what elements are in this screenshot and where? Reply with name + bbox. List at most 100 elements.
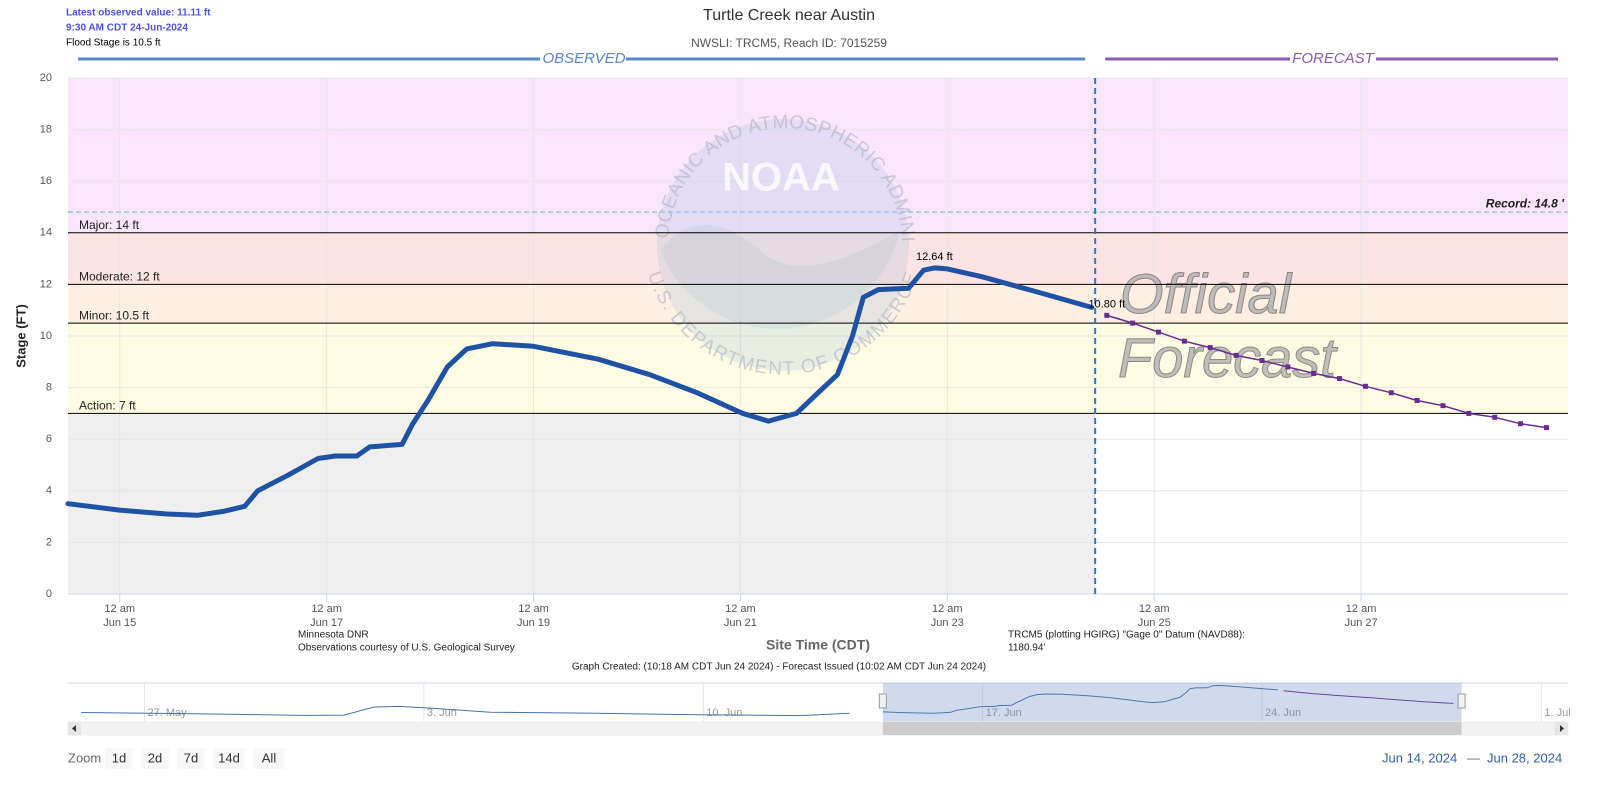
arrow-icon xyxy=(72,725,76,732)
forecast-point xyxy=(1130,320,1136,326)
threshold-label: Action: 7 ft xyxy=(79,399,136,413)
annotation: 12.64 ft xyxy=(916,251,953,263)
forecast-point xyxy=(1311,370,1317,376)
datum: 1180.94' xyxy=(1008,643,1045,654)
forecast-point xyxy=(1518,421,1524,427)
range-to: Jun 28, 2024 xyxy=(1487,750,1562,765)
record-label: Record: 14.8 ' xyxy=(1486,196,1565,210)
zoom-button[interactable] xyxy=(253,748,285,769)
zoom-button-label: 7d xyxy=(184,750,198,765)
forecast-point xyxy=(1440,403,1446,409)
x-tick-label: 12 am Jun 17 xyxy=(310,603,344,629)
navigator-tick-label: 1. Jul xyxy=(1544,707,1570,719)
latest-time: 9:30 AM CDT 24-Jun-2024 xyxy=(66,23,188,34)
x-axis-label: Site Time (CDT) xyxy=(766,637,870,653)
observed-label: OBSERVED xyxy=(542,50,625,67)
forecast-point xyxy=(1156,329,1162,335)
zoom-button[interactable] xyxy=(105,748,133,769)
zoom-button-label: 14d xyxy=(218,750,240,765)
navigator-tick-label: 3. Jun xyxy=(427,707,457,719)
y-tick-label: 14 xyxy=(40,227,52,239)
zoom-label: Zoom xyxy=(68,750,101,765)
forecast-point xyxy=(1207,345,1213,351)
forecast-point xyxy=(1543,425,1549,431)
forecast-point xyxy=(1414,398,1420,403)
noaa-logo xyxy=(657,119,909,371)
datum: TRCM5 (plotting HGIRG) "Gage 0" Datum (N… xyxy=(1008,630,1245,641)
threshold-label: Minor: 10.5 ft xyxy=(79,308,150,322)
below-band xyxy=(68,413,1096,594)
zoom-button[interactable] xyxy=(177,748,205,769)
forecast-point xyxy=(1259,358,1265,364)
y-tick-label: 0 xyxy=(46,588,52,600)
series-line xyxy=(65,265,1095,518)
forecast-point xyxy=(1492,414,1498,420)
y-tick-label: 2 xyxy=(46,536,52,548)
flood-band xyxy=(68,78,1568,233)
zoom-button-label: 2d xyxy=(148,750,162,765)
threshold-label: Major: 14 ft xyxy=(79,218,140,232)
forecast-point xyxy=(1388,390,1394,396)
noaa-logo-text: NOAA xyxy=(722,156,840,200)
x-tick-label: 12 am Jun 19 xyxy=(517,603,551,629)
flood-band xyxy=(68,232,1568,285)
flood-stage: Flood Stage is 10.5 ft xyxy=(66,38,161,49)
range-from: Jun 14, 2024 xyxy=(1382,750,1457,765)
credit: Minnesota DNR xyxy=(298,630,369,641)
navigator-handle[interactable] xyxy=(878,693,887,709)
y-tick-label: 16 xyxy=(40,175,52,187)
y-axis-label: Stage (FT) xyxy=(13,304,28,368)
series-line xyxy=(1106,314,1548,429)
y-tick-label: 18 xyxy=(40,124,52,136)
y-tick-label: 12 xyxy=(40,278,52,290)
footer: Graph Created: (10:18 AM CDT Jun 24 2024… xyxy=(572,662,986,673)
zoom-button-label: All xyxy=(262,750,277,765)
navigator-tick-label: 27. May xyxy=(147,707,187,719)
forecast-point xyxy=(1285,364,1291,370)
navigator-selection xyxy=(882,683,1462,722)
forecast-label: FORECAST xyxy=(1292,50,1376,67)
navigator-tick-label: 24. Jun xyxy=(1265,707,1301,719)
forecast-point xyxy=(1181,338,1187,344)
arrow-icon xyxy=(1560,725,1564,732)
zoom-button[interactable] xyxy=(141,748,169,769)
forecast-point xyxy=(1337,376,1343,382)
y-tick-label: 6 xyxy=(46,433,52,445)
x-tick-label: 12 am Jun 25 xyxy=(1137,603,1171,629)
zoom-button-label: 1d xyxy=(112,750,126,765)
navigator-tick-label: 10. Jun xyxy=(706,707,742,719)
chart-subtitle: NWSLI: TRCM5, Reach ID: 7015259 xyxy=(691,36,887,50)
zoom-button[interactable] xyxy=(213,748,245,769)
x-tick-label: 12 am Jun 27 xyxy=(1344,603,1378,629)
watermark-official: Official xyxy=(1120,262,1293,325)
navigator-tick-label: 17. Jun xyxy=(986,707,1022,719)
y-tick-label: 10 xyxy=(40,330,52,342)
x-tick-label: 12 am Jun 15 xyxy=(103,603,137,629)
latest-value: Latest observed value: 11.11 ft xyxy=(66,8,211,19)
navigator-line xyxy=(882,684,1278,714)
y-tick-label: 20 xyxy=(40,72,52,84)
watermark-forecast: Forecast xyxy=(1118,326,1338,389)
flood-band xyxy=(68,323,1568,414)
x-tick-label: 12 am Jun 23 xyxy=(930,603,964,629)
threshold-label: Moderate: 12 ft xyxy=(79,270,160,284)
forecast-point xyxy=(1104,312,1110,318)
credit: Observations courtesy of U.S. Geological… xyxy=(298,643,515,654)
annotation: 10.80 ft xyxy=(1088,298,1125,310)
forecast-point xyxy=(1466,410,1472,416)
range-separator: — xyxy=(1467,750,1480,765)
navigator-line xyxy=(81,705,850,717)
forecast-point xyxy=(1362,383,1368,389)
navigator-handle[interactable] xyxy=(1457,693,1466,709)
navigator-line xyxy=(1283,690,1454,704)
y-tick-label: 4 xyxy=(46,485,52,497)
y-tick-label: 8 xyxy=(46,382,52,394)
x-tick-label: 12 am Jun 21 xyxy=(723,603,757,629)
flood-band xyxy=(68,284,1568,324)
noaa-logo-wave xyxy=(660,225,900,330)
chart-title: Turtle Creek near Austin xyxy=(703,7,875,24)
scrollbar-thumb[interactable] xyxy=(882,722,1462,735)
forecast-point xyxy=(1233,352,1239,358)
